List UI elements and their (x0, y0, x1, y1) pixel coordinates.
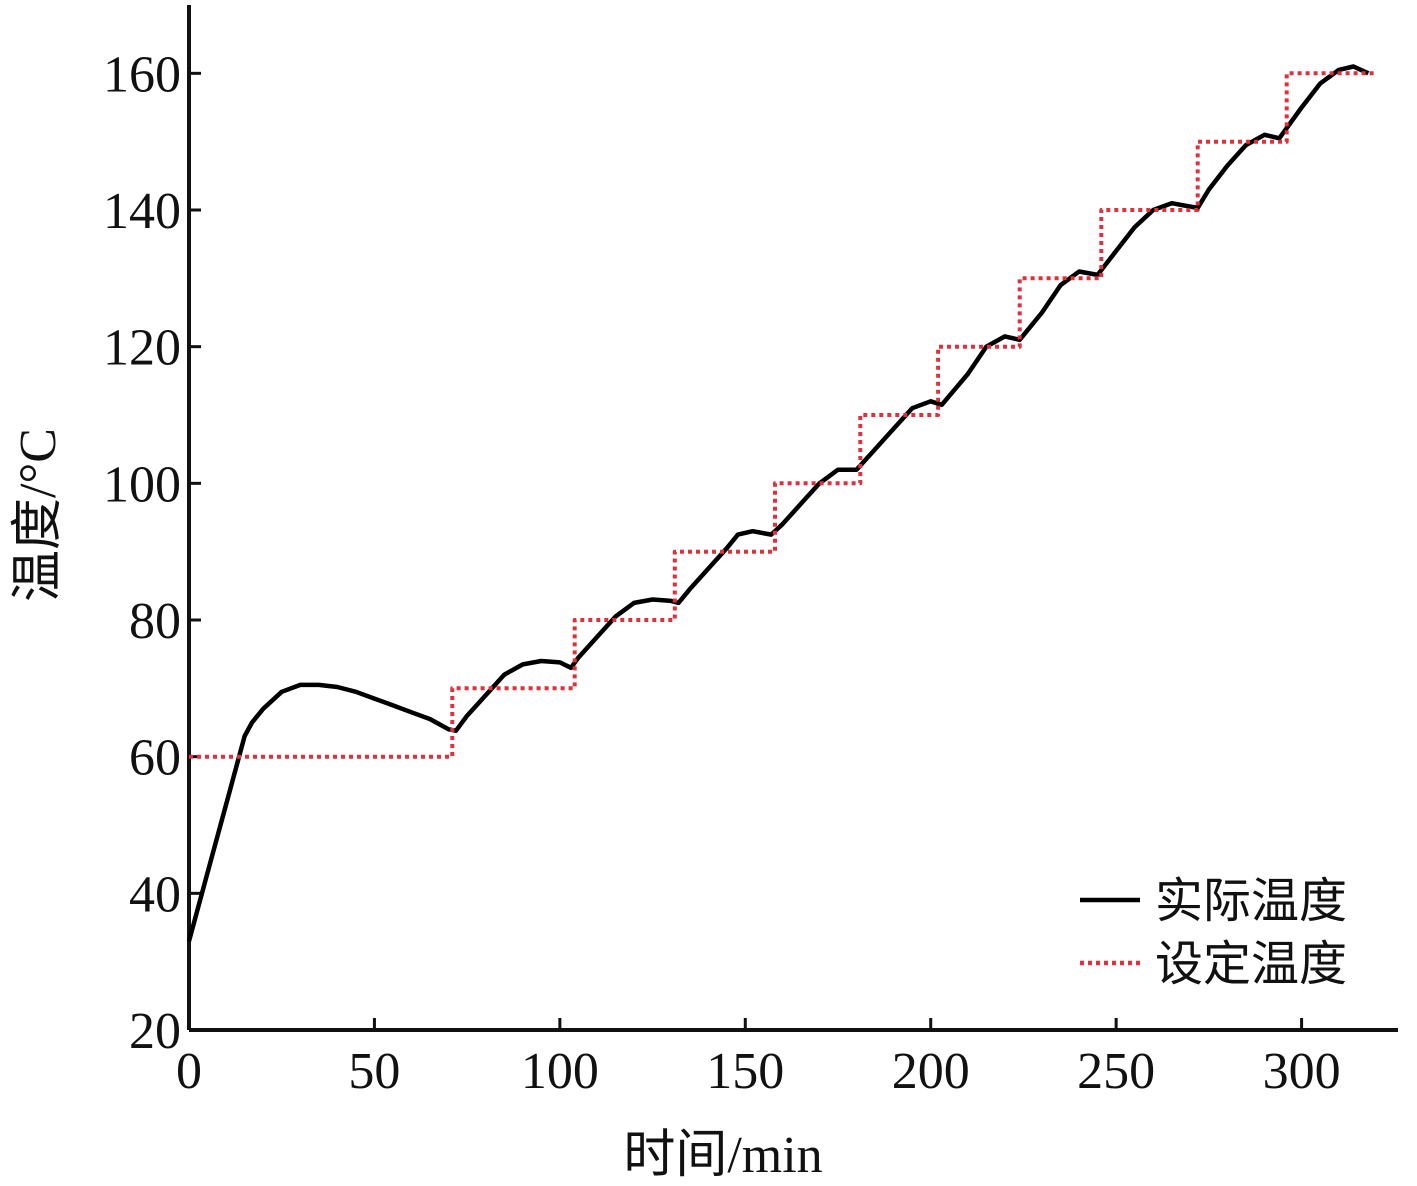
y-tick-label: 20 (129, 1003, 181, 1060)
y-tick-label: 160 (103, 46, 181, 103)
x-tick-label: 250 (1077, 1043, 1155, 1100)
x-axis-title: 时间/min (623, 1127, 822, 1181)
y-tick-label: 140 (103, 183, 181, 240)
x-tick-label: 300 (1263, 1043, 1341, 1100)
y-axis-title: 温度/°C (10, 428, 67, 602)
series-line (189, 71, 1376, 759)
x-tick-label: 100 (521, 1043, 599, 1100)
x-tick-label: 0 (176, 1043, 202, 1100)
x-tick-label: 200 (892, 1043, 970, 1100)
y-tick-label: 40 (129, 866, 181, 923)
y-tick-label: 120 (103, 320, 181, 377)
series-line (186, 64, 1370, 942)
legend-label: 设定温度 (1155, 938, 1347, 991)
x-tick-label: 150 (706, 1043, 784, 1100)
legend-label: 实际温度 (1155, 875, 1347, 928)
y-tick-label: 100 (103, 456, 181, 513)
y-tick-label: 80 (129, 593, 181, 650)
x-tick-label: 50 (348, 1043, 400, 1100)
y-tick-label: 60 (129, 730, 181, 787)
